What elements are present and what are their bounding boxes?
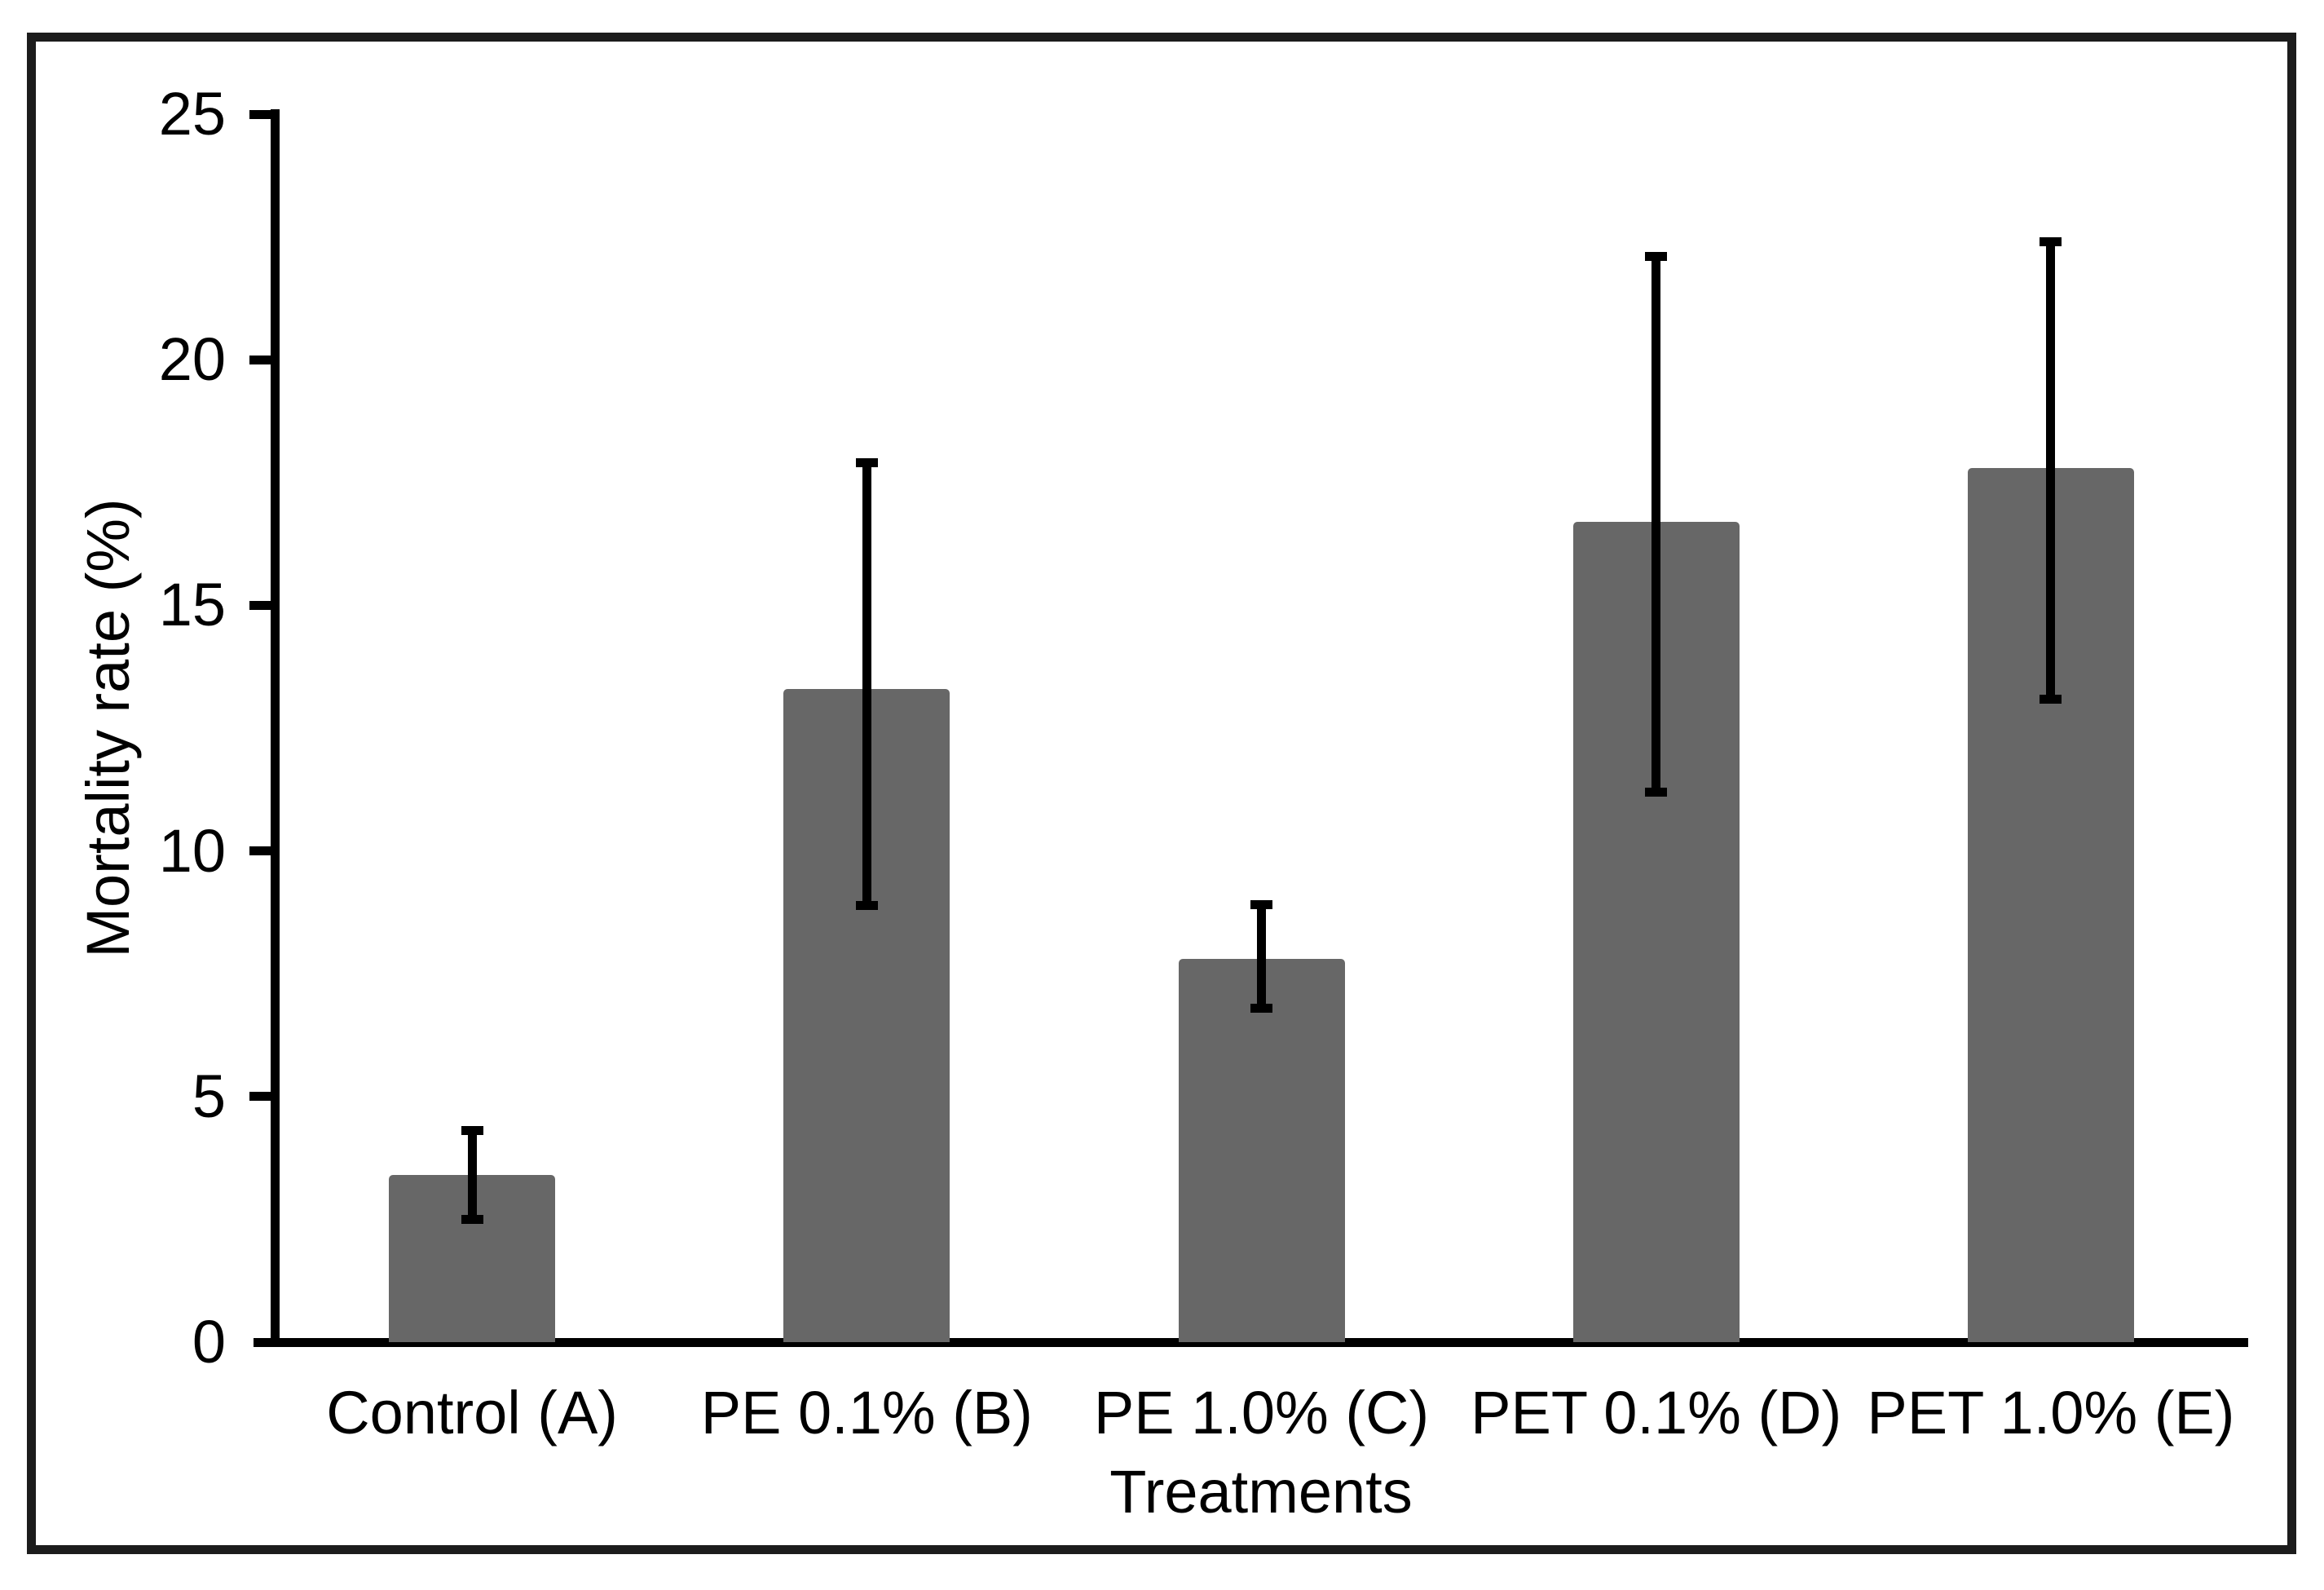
error-bar-cap-bottom [2040,694,2062,704]
error-bar-line [1257,899,1266,1014]
error-bar-line [2046,236,2056,704]
error-bar-cap-top [855,457,878,467]
y-axis-line [271,109,280,1347]
y-tick-label: 25 [158,80,226,148]
error-bar-cap-bottom [1250,1004,1272,1014]
y-tick-mark [249,600,271,610]
y-tick-mark [249,355,271,364]
y-tick-mark [249,1092,271,1102]
y-tick-mark [249,846,271,856]
error-bar-cap-bottom [855,900,878,910]
x-category-label: PE 1.0% (C) [1093,1379,1430,1446]
y-tick-label: 15 [158,571,226,639]
error-bar-cap-bottom [1645,788,1668,797]
error-bar-line [467,1125,477,1225]
error-bar-line [1651,251,1661,797]
y-tick-label: 20 [158,325,226,394]
error-bar-cap-top [2040,236,2062,246]
x-axis-title: Treatments [1109,1458,1413,1526]
x-category-label: PET 1.0% (E) [1867,1379,2235,1446]
error-bar-line [862,457,871,910]
y-tick-label: 5 [192,1062,226,1130]
error-bar-cap-bottom [461,1215,483,1225]
x-axis-line [254,1338,2248,1347]
error-bar-cap-top [1645,251,1668,261]
error-bar-cap-top [461,1125,483,1135]
y-tick-mark [249,109,271,119]
y-tick-label: 10 [158,816,226,885]
bar [1178,959,1345,1342]
y-tick-label: 0 [192,1308,226,1376]
error-bar-cap-top [1250,899,1272,909]
x-category-label: Control (A) [326,1379,618,1446]
x-category-label: PE 0.1% (B) [700,1379,1033,1446]
x-category-label: PET 0.1% (D) [1471,1379,1842,1446]
